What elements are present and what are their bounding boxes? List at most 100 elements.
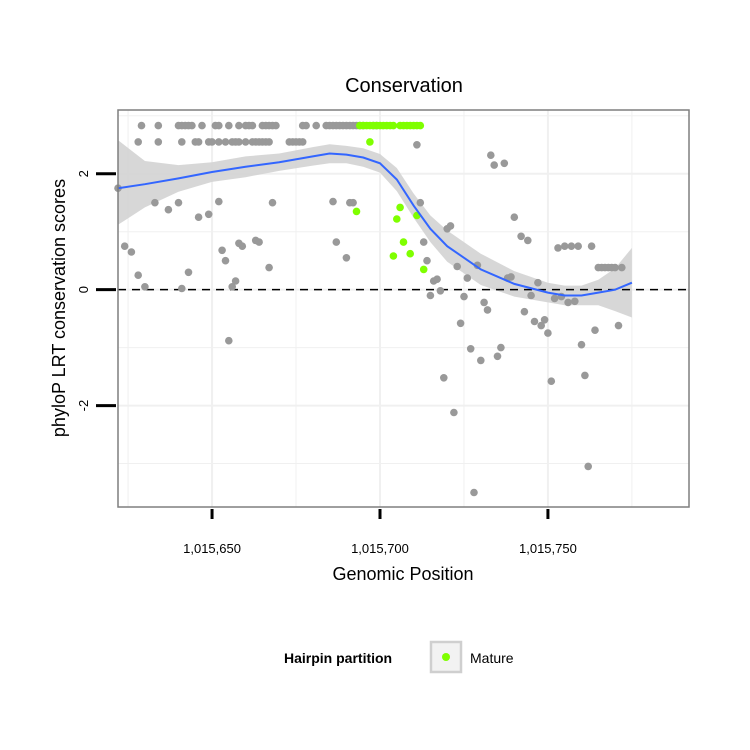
data-point [554,244,562,252]
data-point [329,197,337,206]
data-point [517,232,525,241]
data-point-mature [406,249,415,258]
data-point [591,326,599,335]
data-point [332,238,341,246]
data-point [241,138,250,146]
data-point [342,253,351,262]
data-point [413,141,421,149]
data-point [178,284,186,293]
y-tick-label: -2 [76,400,91,412]
data-point [228,283,236,291]
smooth-fit [117,152,633,297]
data-point [198,121,206,130]
data-point [581,371,589,380]
y-tick-label: 0 [76,286,91,293]
data-point [433,275,441,284]
data-point [235,121,243,130]
data-point-mature [396,203,404,212]
data-point [456,319,465,328]
data-point [215,197,223,206]
data-point [534,278,542,287]
data-point-mature [352,207,361,216]
data-point [272,121,280,130]
data-point [618,263,626,272]
y-tick-label: 2 [76,170,91,177]
data-point [349,198,357,207]
data-point [587,242,596,250]
data-point [298,138,307,146]
data-point [225,121,233,130]
data-point [154,138,163,146]
smooth-fit-line [117,152,633,297]
data-point [221,138,230,146]
data-point [248,121,257,130]
data-point [493,352,502,361]
confidence-band [118,140,632,318]
data-point [419,238,428,246]
data-point [120,242,129,250]
data-point [151,198,159,207]
data-point [215,138,223,146]
data-point [194,138,203,146]
x-axis-title: Genomic Position [332,564,473,584]
data-point [178,138,186,146]
data-point [215,121,223,130]
data-point [312,121,321,130]
data-point [544,329,552,337]
data-point [255,238,263,246]
data-point [221,256,230,265]
data-point [547,377,556,386]
legend: Hairpin partition Mature [284,640,514,674]
data-point [537,321,545,330]
data-point [550,294,559,303]
data-point [453,262,462,271]
data-point [235,138,243,146]
data-point [564,298,572,307]
data-point [500,159,509,168]
data-point [208,138,216,146]
data-point [440,374,448,382]
data-point [470,488,478,497]
data-point [164,205,173,214]
data-point [560,242,569,250]
data-point [527,291,535,300]
data-point [611,263,619,272]
data-point [507,273,515,281]
data-point [416,198,425,207]
data-point [571,297,579,306]
data-point [614,321,623,330]
data-point [487,151,495,159]
data-point-mature [419,265,428,274]
data-point [524,236,532,245]
data-point [194,213,203,221]
x-tick-label: 1,015,700 [351,541,409,556]
legend-key-mature [442,653,450,661]
data-point [154,121,163,130]
data-point [540,316,549,324]
x-tick-label: 1,015,750 [519,541,577,556]
confidence-band-area [118,140,632,318]
data-point [567,242,576,250]
data-point [480,298,488,307]
data-point [446,222,455,230]
plot-panel-border [117,109,690,508]
data-point [265,263,273,272]
data-point [423,256,431,265]
legend-label-mature: Mature [470,650,514,666]
data-point [510,213,519,221]
data-point [466,345,475,353]
data-point [530,317,539,326]
data-point [174,198,183,207]
data-point-mature [393,215,401,223]
data-point [127,248,136,256]
data-point [184,268,193,277]
data-point [460,292,468,301]
data-point [188,121,196,130]
data-point [134,138,142,146]
data-point [436,287,445,295]
data-point [204,210,213,219]
data-point [426,291,435,300]
data-point [574,242,582,250]
data-point-mature [366,138,374,146]
data-point [268,198,277,207]
